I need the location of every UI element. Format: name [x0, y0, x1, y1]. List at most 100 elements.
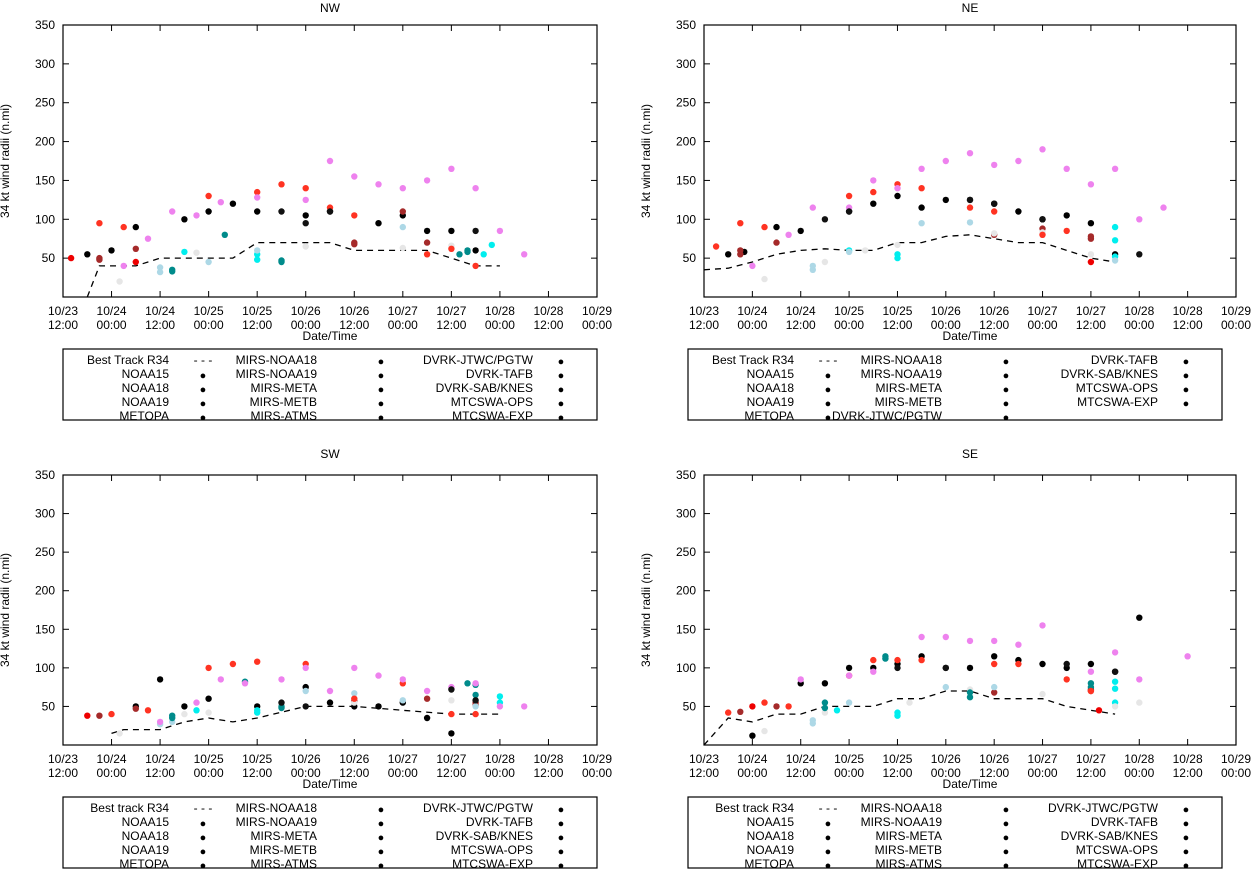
data-point [326, 208, 334, 215]
legend-label: MTCSWA-EXP [1077, 857, 1158, 870]
data-point [181, 703, 188, 710]
data-point [448, 227, 455, 235]
y-tick-label: 250 [676, 96, 696, 110]
data-point [1015, 208, 1022, 215]
data-point [761, 699, 768, 706]
x-tick-date-label: 10/28 [533, 304, 563, 318]
data-point [84, 251, 91, 258]
x-tick-date-label: 10/26 [931, 752, 961, 766]
data-point [278, 257, 285, 264]
x-tick-date-label: 10/25 [882, 752, 912, 766]
data-point [399, 208, 406, 215]
legend-marker: ● [558, 832, 565, 844]
legend-marker: ● [1183, 846, 1190, 858]
data-point [1136, 699, 1143, 706]
data-point [480, 251, 487, 258]
x-tick-time-label: 00:00 [97, 766, 127, 780]
legend-marker: ● [1003, 356, 1010, 368]
legend-marker: ● [200, 860, 207, 870]
legend-label: MIRS-METB [250, 395, 317, 409]
x-tick-time-label: 12:00 [436, 318, 466, 332]
legend-label: NOAA19 [122, 843, 170, 857]
legend-label: MIRS-NOAA18 [861, 801, 943, 815]
data-point [906, 699, 913, 706]
series-mirs-metb [156, 687, 479, 728]
data-point [773, 703, 780, 710]
x-tick-time-label: 12:00 [145, 766, 175, 780]
legend-label: NOAA18 [122, 381, 170, 395]
data-point [918, 633, 925, 641]
legend-marker: ● [1003, 398, 1010, 410]
plot-frame [703, 474, 1237, 746]
data-point [1039, 146, 1046, 153]
x-tick-time-label: 12:00 [979, 766, 1009, 780]
legend-marker: ● [200, 412, 207, 424]
x-tick-time-label: 12:00 [979, 318, 1009, 332]
x-tick-date-label: 10/25 [882, 304, 912, 318]
legend-label: NOAA15 [747, 367, 795, 381]
data-point [761, 275, 768, 283]
data-point [144, 707, 152, 714]
legend: Best Track R34 - - - MIRS-NOAA18 ● DVRK-TAFB… [687, 348, 1223, 424]
legend-best-track-symbol: - - - [194, 801, 213, 815]
data-point [749, 732, 756, 739]
legend-marker: ● [1183, 832, 1190, 844]
data-point [205, 695, 212, 702]
data-point [845, 664, 853, 672]
data-point [1136, 251, 1143, 258]
data-point [1087, 258, 1095, 266]
data-point [169, 268, 176, 275]
legend-label: MIRS-NOAA19 [861, 367, 943, 381]
legend-label: NOAA18 [747, 829, 795, 843]
legend-label: MIRS-META [876, 381, 942, 395]
data-point [737, 708, 744, 715]
legend-label: Best track R34 [90, 801, 169, 815]
data-point [472, 691, 479, 699]
data-point [942, 664, 949, 672]
data-point [870, 200, 877, 207]
data-point [241, 680, 249, 687]
data-point [351, 173, 358, 180]
data-point [116, 278, 123, 285]
data-point [254, 188, 261, 196]
data-point [96, 712, 103, 719]
x-tick-date-label: 10/28 [1173, 304, 1203, 318]
y-tick-label: 150 [35, 173, 55, 187]
legend: Best track R34 - - - MIRS-NOAA18 ● DVRK-JTWC… [687, 796, 1223, 872]
data-point [894, 185, 901, 192]
data-point [918, 656, 925, 664]
chart-nw: NW5010015020025030035010/2312:0010/2400:… [0, 1, 612, 424]
x-tick-date-label: 10/29 [582, 752, 612, 766]
data-point [725, 709, 732, 716]
data-point [193, 699, 200, 706]
legend-label: NOAA15 [122, 815, 170, 829]
data-point [1063, 676, 1070, 683]
x-tick-time-label: 00:00 [834, 766, 864, 780]
legend-label: MIRS-NOAA18 [861, 353, 943, 367]
data-point [821, 216, 829, 223]
legend-label: DVRK-JTWC/PGTW [1048, 801, 1159, 815]
y-axis-label: 34 kt wind radii (n.mi) [639, 104, 653, 218]
x-axis-label: Date/Time [303, 329, 358, 343]
data-point [302, 220, 309, 227]
data-point [966, 694, 974, 701]
x-tick-date-label: 10/28 [485, 304, 515, 318]
x-tick-date-label: 10/26 [291, 752, 321, 766]
legend-marker: ● [378, 804, 385, 816]
data-point [302, 196, 309, 204]
legend-label: DVRK-JTWC/PGTW [832, 409, 943, 423]
data-point [1087, 660, 1095, 668]
x-tick-date-label: 10/27 [1076, 752, 1106, 766]
data-point [120, 223, 127, 231]
series-mtcswa-exp [821, 196, 1143, 258]
data-point [351, 695, 358, 702]
x-tick-date-label: 10/27 [1028, 304, 1058, 318]
legend-label: MTCSWA-EXP [452, 857, 533, 870]
data-point [229, 660, 237, 668]
data-point [870, 656, 877, 664]
data-point [894, 664, 901, 672]
data-point [870, 188, 877, 196]
legend-label: MTCSWA-OPS [451, 395, 533, 409]
data-point [882, 655, 889, 662]
series-dvrk-tafb [108, 658, 479, 718]
